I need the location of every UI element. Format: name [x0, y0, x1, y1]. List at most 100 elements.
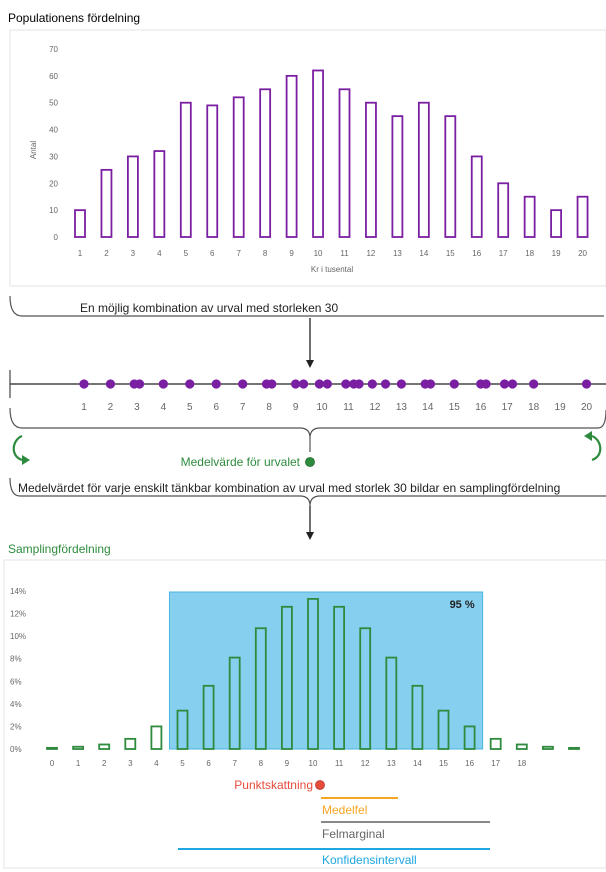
sampling-x-tick: 4 [154, 759, 159, 768]
confidence-level-label: 95 % [450, 599, 475, 611]
sampling-x-tick: 8 [259, 759, 264, 768]
sample-point [134, 379, 145, 389]
sampling-x-tick: 1 [76, 759, 81, 768]
population-bar [312, 69, 324, 238]
brace-middle [9, 407, 606, 439]
sample-point [367, 379, 377, 389]
sample-point [238, 379, 248, 389]
sampling-bar [437, 709, 450, 750]
population-y-tick: 20 [49, 179, 58, 188]
sample-point [322, 379, 332, 389]
sample-point [529, 379, 539, 389]
sampling-x-tick: 13 [387, 759, 396, 768]
right-cycle-arrow-icon [584, 431, 602, 462]
sample-point [380, 379, 391, 389]
population-bar [232, 96, 245, 238]
population-y-tick: 10 [49, 206, 58, 215]
sampling-x-tick: 10 [309, 759, 318, 768]
confidence-interval-label: Konfidensintervall [322, 853, 417, 867]
sampling-y-tick: 8% [10, 655, 22, 664]
sampling-bar [176, 709, 189, 750]
sampling-bar [385, 656, 398, 750]
sampling-x-tick: 0 [50, 759, 55, 768]
population-x-tick: 13 [393, 249, 402, 258]
population-x-tick: 3 [131, 249, 136, 258]
sample-axis-tick: 3 [134, 402, 140, 413]
confidence-region [168, 591, 484, 750]
population-bar [444, 115, 457, 238]
sampling-bar [515, 743, 528, 750]
population-section-title: Populationens fördelning [8, 11, 140, 25]
sampling-bar [124, 737, 137, 750]
sample-point [507, 379, 518, 389]
sampling-chart: 95 %0%2%4%6%8%10%12%14%0 1 2 3 4 5 6 7 8 9 10 11 12 1… [10, 587, 580, 768]
sample-axis-tick: 18 [528, 402, 540, 413]
sample-mean-label: Medelvärde för urvalet [181, 455, 301, 469]
population-x-tick: 9 [289, 249, 294, 258]
brace-bottom [9, 477, 606, 507]
sample-axis-tick: 13 [396, 402, 408, 413]
population-x-tick: 20 [578, 249, 587, 258]
sampling-x-tick: 2 [102, 759, 107, 768]
sample-point [291, 379, 301, 389]
population-x-tick: 18 [525, 249, 534, 258]
standard-error-label: Medelfel [322, 803, 367, 817]
sampling-bar [202, 684, 215, 750]
sampling-x-tick: 15 [439, 759, 448, 768]
population-bar [391, 115, 404, 238]
left-cycle-arrow-icon [12, 434, 30, 465]
sampling-section-title: Samplingfördelning [8, 542, 111, 556]
population-x-tick: 19 [552, 249, 561, 258]
sample-point [185, 379, 195, 389]
sampling-x-tick: 18 [517, 759, 526, 768]
sample-caption: En möjlig kombination av urval med storl… [80, 301, 338, 315]
sampling-bar [228, 656, 241, 750]
population-x-tick: 4 [157, 249, 162, 258]
sampling-bar [307, 598, 319, 750]
sampling-y-tick: 10% [10, 632, 26, 641]
population-x-tick: 16 [472, 249, 481, 258]
sampling-bar [542, 745, 554, 750]
sample-point [425, 379, 436, 389]
sample-point [581, 379, 592, 389]
arrow-head-2 [306, 532, 314, 540]
sampling-x-tick: 6 [206, 759, 211, 768]
sample-axis-tick: 1 [81, 402, 87, 413]
sample-axis-tick: 20 [581, 402, 593, 413]
population-y-tick: 40 [49, 126, 58, 135]
sampling-x-tick: 9 [285, 759, 290, 768]
population-x-tick: 14 [419, 249, 428, 258]
sampling-bar [150, 725, 163, 750]
population-x-tick: 6 [210, 249, 215, 258]
sample-point [79, 379, 89, 389]
sampling-x-tick: 12 [361, 759, 370, 768]
population-x-tick: 8 [263, 249, 268, 258]
sampling-bar [46, 746, 58, 750]
population-bar [523, 195, 536, 238]
population-x-tick: 10 [314, 249, 323, 258]
sampling-y-tick: 6% [10, 677, 22, 686]
sampling-bar [333, 605, 346, 750]
population-x-tick: 7 [236, 249, 241, 258]
population-y-axis-label: Antal [29, 141, 38, 159]
sampling-x-tick: 16 [465, 759, 474, 768]
population-x-tick: 15 [446, 249, 455, 258]
sample-axis-tick: 5 [187, 402, 193, 413]
population-bar [497, 182, 510, 238]
sampling-y-tick: 14% [10, 587, 26, 596]
sampling-bar [359, 627, 372, 750]
sampling-bar [568, 746, 580, 750]
population-bar [338, 88, 351, 238]
sample-axis-tick: 15 [449, 402, 461, 413]
brace-top [9, 295, 604, 317]
sampling-x-tick: 7 [232, 759, 237, 768]
population-x-tick: 1 [78, 249, 83, 258]
population-bar [127, 155, 139, 238]
population-bar [417, 101, 430, 238]
sampling-y-tick: 12% [10, 610, 26, 619]
sample-point [354, 379, 364, 389]
population-bar [259, 88, 272, 238]
sample-point [396, 379, 406, 389]
